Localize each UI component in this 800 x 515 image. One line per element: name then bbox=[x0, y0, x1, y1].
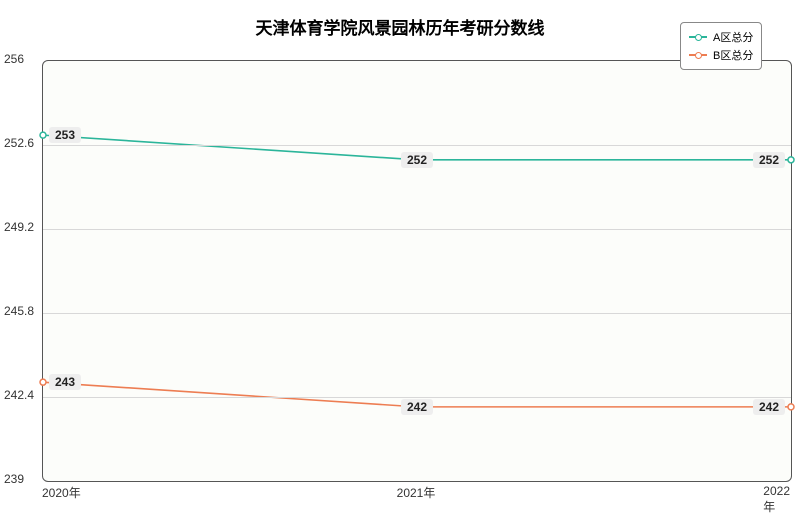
y-tick-label: 239 bbox=[4, 472, 24, 486]
gridline-h bbox=[43, 397, 791, 398]
chart-svg bbox=[43, 61, 791, 481]
legend-label: B区总分 bbox=[713, 47, 753, 63]
y-tick-label: 252.6 bbox=[4, 136, 34, 150]
data-label: 242 bbox=[753, 399, 785, 415]
chart-container: 天津体育学院风景园林历年考研分数线 253252252243242242 A区总… bbox=[0, 0, 800, 500]
x-tick-label: 2020年 bbox=[42, 484, 81, 501]
y-tick-label: 245.8 bbox=[4, 304, 34, 318]
series-marker bbox=[788, 404, 794, 410]
gridline-h bbox=[43, 229, 791, 230]
gridline-h bbox=[43, 313, 791, 314]
data-label: 243 bbox=[49, 374, 81, 390]
y-tick-label: 242.4 bbox=[4, 388, 34, 402]
legend-label: A区总分 bbox=[713, 29, 753, 45]
y-tick-label: 249.2 bbox=[4, 220, 34, 234]
gridline-h bbox=[43, 145, 791, 146]
legend-swatch bbox=[689, 36, 707, 38]
legend-item: B区总分 bbox=[689, 47, 753, 63]
series-marker bbox=[40, 379, 46, 385]
data-label: 252 bbox=[753, 152, 785, 168]
x-tick-label: 2021年 bbox=[397, 484, 436, 501]
legend-swatch bbox=[689, 54, 707, 56]
data-label: 253 bbox=[49, 127, 81, 143]
legend-item: A区总分 bbox=[689, 29, 753, 45]
series-marker bbox=[40, 132, 46, 138]
data-label: 242 bbox=[401, 399, 433, 415]
data-label: 252 bbox=[401, 152, 433, 168]
series-marker bbox=[788, 157, 794, 163]
plot-area: 253 252 252 243 242 242 bbox=[42, 60, 792, 482]
y-tick-label: 256 bbox=[4, 52, 24, 66]
legend: A区总分 B区总分 bbox=[680, 22, 762, 70]
